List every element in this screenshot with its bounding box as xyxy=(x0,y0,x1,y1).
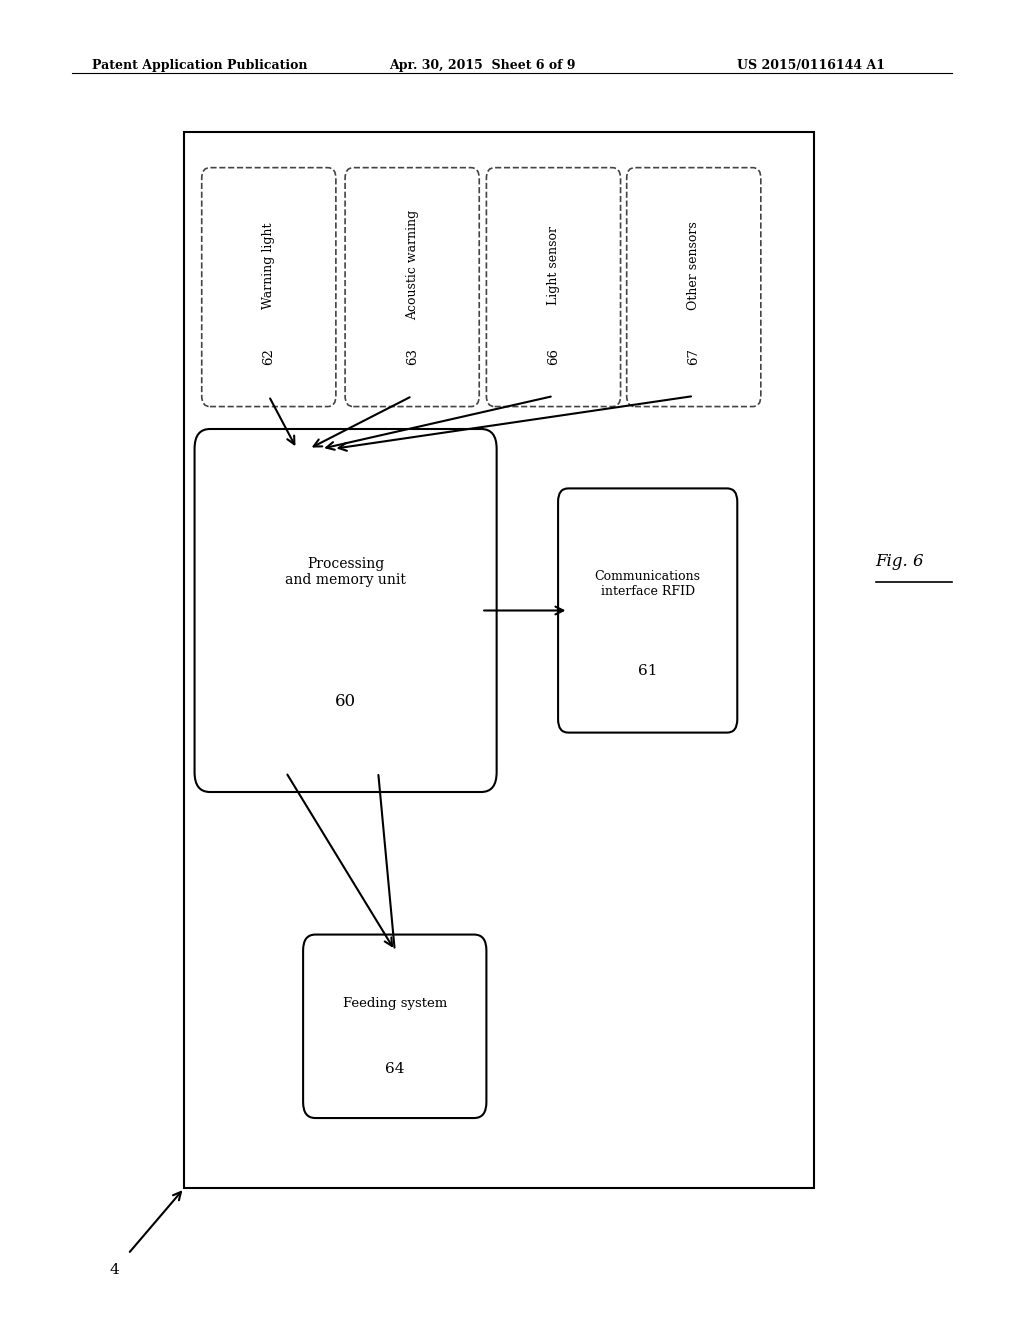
FancyBboxPatch shape xyxy=(195,429,497,792)
Text: US 2015/0116144 A1: US 2015/0116144 A1 xyxy=(737,59,886,73)
Text: 63: 63 xyxy=(406,348,419,366)
Text: Patent Application Publication: Patent Application Publication xyxy=(92,59,307,73)
Text: Other sensors: Other sensors xyxy=(687,220,700,310)
Text: Acoustic warning: Acoustic warning xyxy=(406,210,419,321)
FancyBboxPatch shape xyxy=(627,168,761,407)
Text: 64: 64 xyxy=(385,1061,404,1076)
Text: Feeding system: Feeding system xyxy=(343,997,446,1010)
FancyBboxPatch shape xyxy=(202,168,336,407)
Text: 62: 62 xyxy=(262,348,275,366)
FancyBboxPatch shape xyxy=(303,935,486,1118)
FancyBboxPatch shape xyxy=(184,132,814,1188)
Text: Processing
and memory unit: Processing and memory unit xyxy=(285,557,407,587)
Text: 67: 67 xyxy=(687,348,700,366)
Text: Fig. 6: Fig. 6 xyxy=(876,553,924,569)
Text: 4: 4 xyxy=(110,1263,120,1278)
FancyBboxPatch shape xyxy=(558,488,737,733)
Text: 61: 61 xyxy=(638,664,657,678)
Text: Light sensor: Light sensor xyxy=(547,226,560,305)
FancyBboxPatch shape xyxy=(486,168,621,407)
Text: Warning light: Warning light xyxy=(262,222,275,309)
FancyBboxPatch shape xyxy=(345,168,479,407)
Text: Apr. 30, 2015  Sheet 6 of 9: Apr. 30, 2015 Sheet 6 of 9 xyxy=(389,59,575,73)
Text: 60: 60 xyxy=(335,693,356,710)
Text: 66: 66 xyxy=(547,348,560,366)
Text: Communications
interface RFID: Communications interface RFID xyxy=(595,570,700,598)
